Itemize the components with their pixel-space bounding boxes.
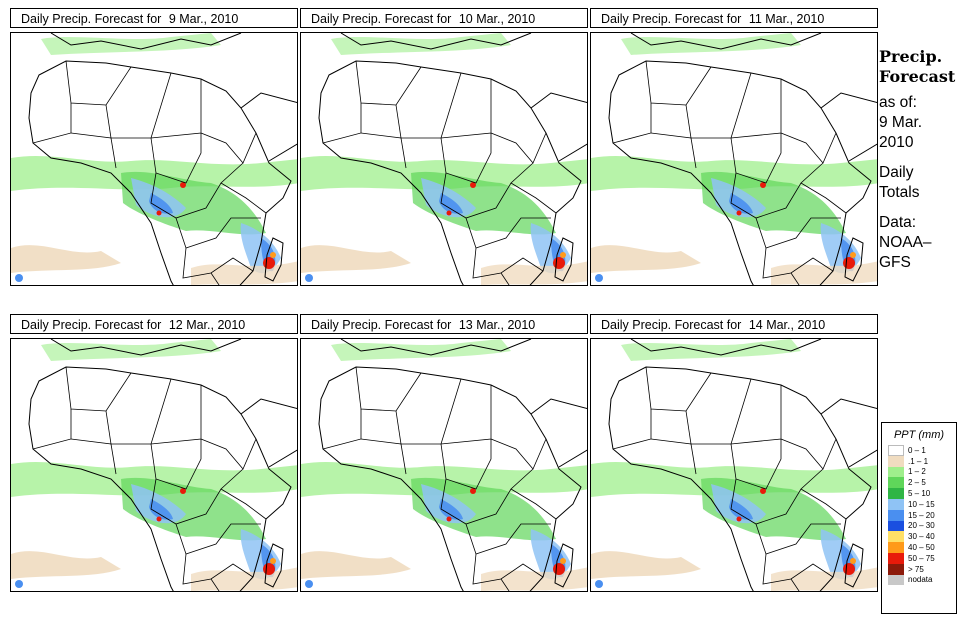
legend-label: 0 – 1 bbox=[908, 445, 926, 455]
legend-label: 40 – 50 bbox=[908, 543, 935, 553]
legend-label: nodata bbox=[908, 575, 933, 585]
legend-swatch bbox=[888, 445, 904, 456]
legend-label: 2 – 5 bbox=[908, 478, 926, 488]
legend-swatch bbox=[888, 477, 904, 489]
panel-title: Daily Precip. Forecast for 11 Mar., 2010 bbox=[590, 8, 878, 28]
forecast-panel-3: Daily Precip. Forecast for 11 Mar., 2010 bbox=[590, 8, 880, 286]
data-source-line1: NOAA– bbox=[879, 234, 932, 251]
legend-swatch bbox=[888, 455, 904, 467]
legend-item: 20 – 30 bbox=[888, 520, 956, 532]
legend-label: 1 – 2 bbox=[908, 467, 926, 477]
legend-label: > 75 bbox=[908, 564, 924, 574]
legend-label: 15 – 20 bbox=[908, 510, 935, 520]
legend-label: 10 – 15 bbox=[908, 499, 935, 509]
asof-day-month: 9 Mar. bbox=[879, 114, 923, 131]
precip-map bbox=[300, 32, 588, 286]
legend-item: 30 – 40 bbox=[888, 531, 956, 543]
precip-map bbox=[10, 32, 298, 286]
asof-year: 2010 bbox=[879, 134, 914, 151]
panel-title-prefix: Daily Precip. Forecast for bbox=[601, 318, 742, 332]
legend-swatch bbox=[888, 542, 904, 553]
panel-title-date: 11 Mar., 2010 bbox=[748, 12, 825, 26]
legend-swatch bbox=[888, 509, 904, 521]
data-source-line2: GFS bbox=[879, 254, 911, 271]
panel-title-date: 9 Mar., 2010 bbox=[168, 12, 239, 26]
legend-swatch bbox=[888, 488, 904, 499]
legend-label: 30 – 40 bbox=[908, 532, 935, 542]
legend-item: 10 – 15 bbox=[888, 498, 956, 510]
legend-item: 15 – 20 bbox=[888, 509, 956, 521]
legend-item: 1 – 2 bbox=[888, 466, 956, 478]
forecast-panel-2: Daily Precip. Forecast for 10 Mar., 2010 bbox=[300, 8, 590, 286]
panel-title-date: 10 Mar., 2010 bbox=[458, 12, 536, 26]
panel-title: Daily Precip. Forecast for 14 Mar., 2010 bbox=[590, 314, 878, 334]
info-title-line2: Forecast bbox=[879, 67, 956, 86]
forecast-panel-1: Daily Precip. Forecast for 9 Mar., 2010 bbox=[10, 8, 300, 286]
precip-map bbox=[590, 338, 878, 592]
asof-label: as of: bbox=[879, 94, 917, 111]
info-title-line1: Precip. bbox=[879, 47, 943, 66]
legend-swatch bbox=[888, 466, 904, 478]
legend-item: > 75 bbox=[888, 563, 956, 575]
legend-title: PPT (mm) bbox=[893, 429, 945, 441]
legend-label: 5 – 10 bbox=[908, 489, 931, 499]
legend-item: 0 – 1 bbox=[888, 445, 956, 456]
precip-map bbox=[10, 338, 298, 592]
forecast-panel-4: Daily Precip. Forecast for 12 Mar., 2010 bbox=[10, 314, 300, 592]
legend-label: 20 – 30 bbox=[908, 521, 935, 531]
legend-swatch bbox=[888, 520, 904, 532]
forecast-panel-6: Daily Precip. Forecast for 14 Mar., 2010 bbox=[590, 314, 880, 592]
legend-item: 2 – 5 bbox=[888, 477, 956, 489]
panel-title-date: 14 Mar., 2010 bbox=[748, 318, 826, 332]
panel-title: Daily Precip. Forecast for 13 Mar., 2010 bbox=[300, 314, 588, 334]
panel-title-date: 12 Mar., 2010 bbox=[168, 318, 246, 332]
legend-item: nodata bbox=[888, 574, 956, 586]
legend-swatch bbox=[888, 498, 904, 510]
daily-label-line1: Daily bbox=[879, 164, 914, 181]
legend-label: .1 – 1 bbox=[908, 456, 929, 466]
panel-title: Daily Precip. Forecast for 9 Mar., 2010 bbox=[10, 8, 298, 28]
precip-map bbox=[300, 338, 588, 592]
legend-swatch bbox=[888, 531, 904, 543]
data-label: Data: bbox=[879, 214, 917, 231]
precip-map bbox=[590, 32, 878, 286]
legend-item: .1 – 1 bbox=[888, 455, 956, 467]
legend-swatch bbox=[888, 552, 904, 564]
panel-title-prefix: Daily Precip. Forecast for bbox=[21, 318, 162, 332]
panel-title-prefix: Daily Precip. Forecast for bbox=[311, 12, 452, 26]
panel-title-prefix: Daily Precip. Forecast for bbox=[601, 12, 742, 26]
legend-swatch bbox=[888, 563, 904, 575]
forecast-info: Precip. Forecast as of: 9 Mar. 2010 Dail… bbox=[879, 47, 965, 273]
legend-item: 40 – 50 bbox=[888, 542, 956, 553]
legend-swatch bbox=[888, 574, 904, 586]
panel-title: Daily Precip. Forecast for 10 Mar., 2010 bbox=[300, 8, 588, 28]
panel-title-date: 13 Mar., 2010 bbox=[458, 318, 536, 332]
daily-label-line2: Totals bbox=[879, 184, 920, 201]
forecast-panel-5: Daily Precip. Forecast for 13 Mar., 2010 bbox=[300, 314, 590, 592]
legend-item: 5 – 10 bbox=[888, 488, 956, 499]
legend-item: 50 – 75 bbox=[888, 552, 956, 564]
panel-title-prefix: Daily Precip. Forecast for bbox=[311, 318, 452, 332]
panel-title-prefix: Daily Precip. Forecast for bbox=[21, 12, 162, 26]
panel-title: Daily Precip. Forecast for 12 Mar., 2010 bbox=[10, 314, 298, 334]
legend-label: 50 – 75 bbox=[908, 553, 935, 563]
